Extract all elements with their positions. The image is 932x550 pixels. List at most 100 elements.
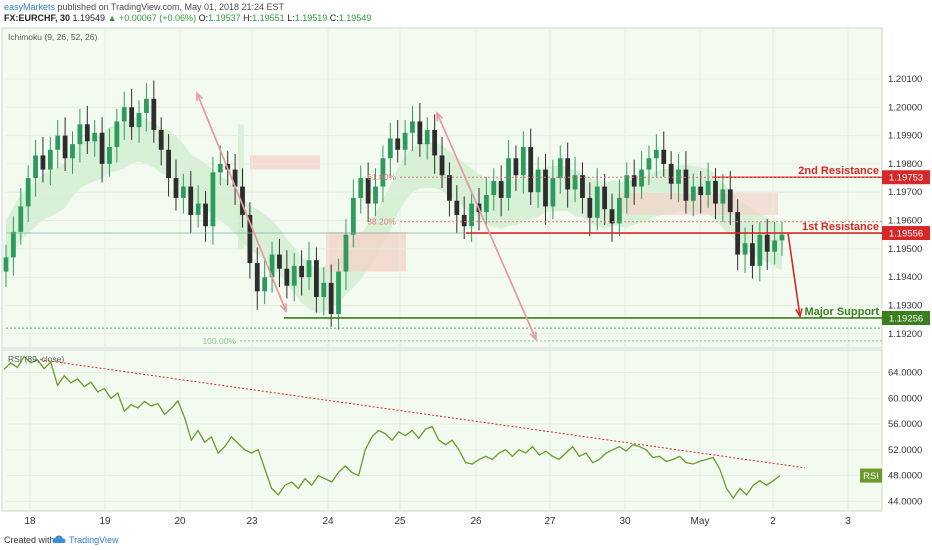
candle bbox=[653, 134, 659, 177]
price-tick-label: 1.19800 bbox=[888, 159, 922, 170]
candle bbox=[314, 247, 319, 313]
candle bbox=[18, 188, 24, 245]
price-tick-label: 1.19500 bbox=[888, 244, 922, 255]
arrow-shaft bbox=[436, 112, 537, 340]
candle bbox=[395, 120, 401, 163]
x-tick-label: 26 bbox=[470, 516, 482, 527]
rsi-tick-label: 64.0000 bbox=[888, 368, 922, 379]
candle bbox=[129, 88, 135, 140]
candle-body bbox=[653, 149, 659, 159]
candle-body bbox=[750, 243, 755, 266]
candle bbox=[173, 159, 179, 211]
candle-body bbox=[757, 234, 763, 266]
candle-body bbox=[291, 265, 297, 286]
rsi-legend-label: RSI bbox=[863, 471, 879, 482]
candle-body bbox=[373, 186, 378, 204]
candle-body bbox=[284, 268, 290, 286]
x-tick-label: 30 bbox=[619, 516, 631, 527]
candle-body bbox=[25, 178, 31, 207]
arrow-head bbox=[279, 303, 287, 314]
candle-body bbox=[321, 282, 327, 298]
publisher-name[interactable]: easyMarkets bbox=[4, 2, 56, 12]
candle-body bbox=[121, 107, 127, 122]
candle-body bbox=[107, 146, 112, 164]
candle-body bbox=[602, 186, 608, 210]
candle-body bbox=[454, 200, 460, 215]
price-tick-label: 1.19700 bbox=[888, 187, 922, 198]
candle-body bbox=[306, 260, 312, 278]
candle-body bbox=[151, 98, 157, 130]
candle bbox=[188, 171, 194, 234]
candle bbox=[277, 238, 282, 288]
candle bbox=[3, 244, 9, 288]
candle-body bbox=[439, 155, 445, 176]
rsi-tick-label: 52.0000 bbox=[888, 445, 922, 456]
candle-body bbox=[210, 172, 216, 227]
x-tick-label: 27 bbox=[544, 516, 556, 527]
price-tick-label: 1.19600 bbox=[888, 216, 922, 227]
ichimoku-cloud-red bbox=[326, 231, 406, 272]
candle bbox=[594, 168, 600, 231]
candle-body bbox=[402, 132, 408, 150]
candle-body bbox=[594, 186, 600, 218]
trend-arrow bbox=[196, 91, 287, 312]
last-price: 1.19549 bbox=[72, 13, 106, 23]
candle-body bbox=[136, 112, 142, 128]
candle-body bbox=[698, 186, 704, 196]
candle-body bbox=[624, 175, 630, 198]
candle-body bbox=[3, 257, 9, 272]
candle-body bbox=[410, 121, 415, 133]
candle-body bbox=[498, 180, 504, 198]
rsi-legend-box bbox=[860, 468, 882, 483]
candle-body bbox=[550, 178, 556, 207]
candle bbox=[77, 108, 83, 163]
candle-body bbox=[580, 175, 585, 198]
rsi-panel bbox=[1, 349, 883, 512]
candle bbox=[520, 131, 526, 194]
low-value: 1.19519 bbox=[294, 13, 328, 23]
candle-body bbox=[572, 175, 578, 190]
candle bbox=[550, 159, 556, 220]
x-tick-label: 3 bbox=[845, 516, 851, 527]
symbol[interactable]: FX:EURCHF, 30 bbox=[4, 13, 71, 23]
x-tick-label: 19 bbox=[99, 516, 111, 527]
candle bbox=[676, 154, 681, 203]
fib-level-label: 100.00% bbox=[202, 336, 236, 346]
candle bbox=[528, 128, 534, 205]
candle bbox=[328, 264, 334, 327]
candle bbox=[321, 267, 327, 316]
candle bbox=[483, 176, 489, 225]
candle-body bbox=[365, 178, 371, 204]
tradingview-brand[interactable]: TradingView bbox=[69, 535, 119, 545]
candle bbox=[121, 91, 127, 140]
candle bbox=[151, 80, 157, 143]
candle bbox=[114, 108, 120, 163]
candle-body bbox=[609, 209, 615, 224]
candle-body bbox=[328, 282, 334, 315]
candle bbox=[262, 258, 268, 305]
candle bbox=[402, 120, 408, 166]
candle bbox=[683, 151, 689, 214]
candle bbox=[705, 162, 711, 208]
candle-body bbox=[40, 155, 46, 170]
candle-body bbox=[617, 197, 622, 224]
candle-body bbox=[277, 254, 282, 269]
candle-body bbox=[358, 178, 364, 198]
candle bbox=[742, 227, 748, 273]
candle-body bbox=[469, 203, 474, 227]
candle-body bbox=[217, 163, 223, 173]
candle bbox=[764, 219, 770, 271]
candle bbox=[47, 137, 53, 186]
candle bbox=[10, 216, 16, 276]
candle-body bbox=[166, 149, 171, 179]
candle-body bbox=[77, 124, 83, 145]
x-tick-label: 25 bbox=[394, 516, 406, 527]
candle bbox=[291, 253, 297, 302]
candle bbox=[417, 103, 423, 157]
candle-body bbox=[92, 132, 98, 142]
chart-canvas[interactable]: 2nd Resistance 1st Resistance Major Suppor… bbox=[0, 24, 932, 531]
candle-body bbox=[520, 146, 526, 176]
candle bbox=[580, 162, 585, 214]
candle bbox=[572, 156, 578, 203]
arrow-shaft bbox=[196, 92, 287, 312]
